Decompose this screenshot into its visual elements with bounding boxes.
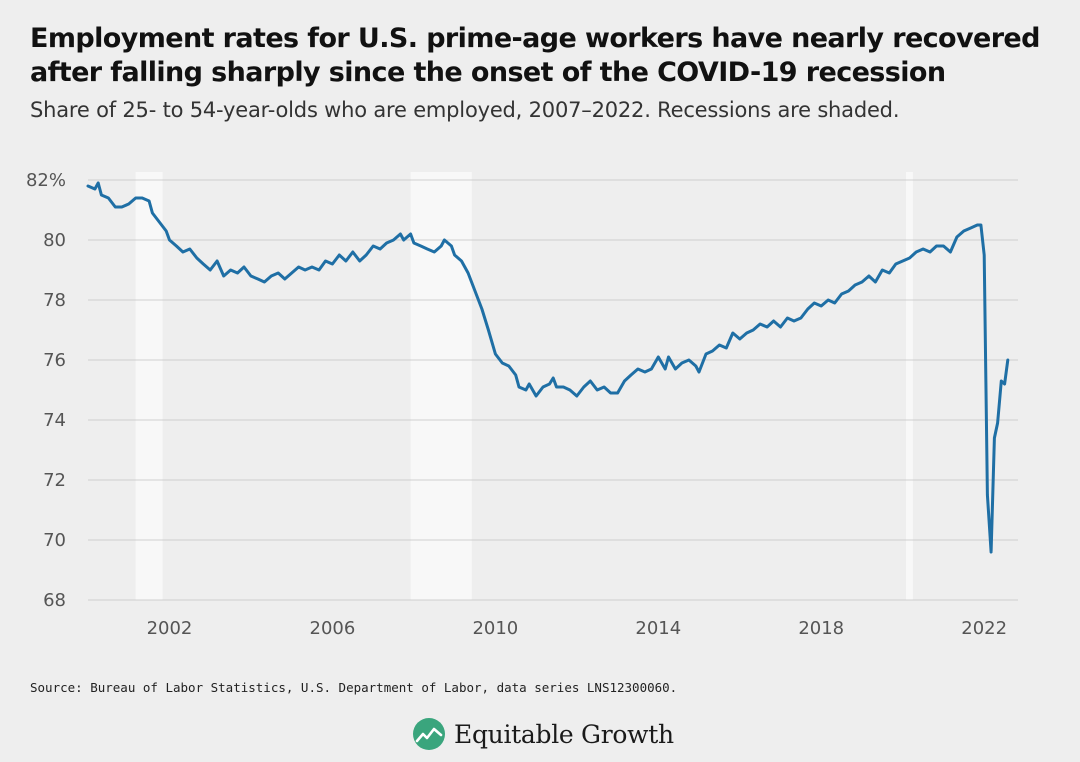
recession-band	[410, 172, 472, 600]
logo-text: Equitable Growth	[454, 719, 674, 749]
series-line	[86, 181, 1010, 554]
x-tick-label: 2022	[961, 618, 1007, 639]
y-tick-label: 78	[43, 290, 66, 311]
y-tick-label: 68	[43, 590, 66, 611]
source-note: Source: Bureau of Labor Statistics, U.S.…	[30, 680, 678, 695]
y-tick-label: 70	[43, 530, 66, 551]
x-tick-label: 2006	[310, 618, 356, 639]
y-tick-label: 82%	[26, 170, 66, 191]
x-tick-label: 2018	[798, 618, 844, 639]
y-tick-label: 74	[43, 410, 66, 431]
x-tick-label: 2002	[147, 618, 193, 639]
y-tick-label: 80	[43, 230, 66, 251]
recession-band	[135, 172, 163, 600]
x-tick-label: 2014	[635, 618, 681, 639]
chart-title: Employment rates for U.S. prime-age work…	[30, 23, 1040, 88]
chart-subtitle: Share of 25- to 54-year-olds who are emp…	[30, 98, 900, 122]
equitable-growth-logo: Equitable Growth	[412, 716, 674, 752]
line-chart: 68 70 72 74 76 78 80 82% 2002 2006 2010 2014 2018 202…	[26, 170, 1018, 639]
y-tick-label: 72	[43, 470, 66, 491]
x-tick-label: 2010	[472, 618, 518, 639]
logo-icon	[413, 718, 445, 750]
recession-band	[905, 172, 913, 600]
y-tick-label: 76	[43, 350, 66, 371]
